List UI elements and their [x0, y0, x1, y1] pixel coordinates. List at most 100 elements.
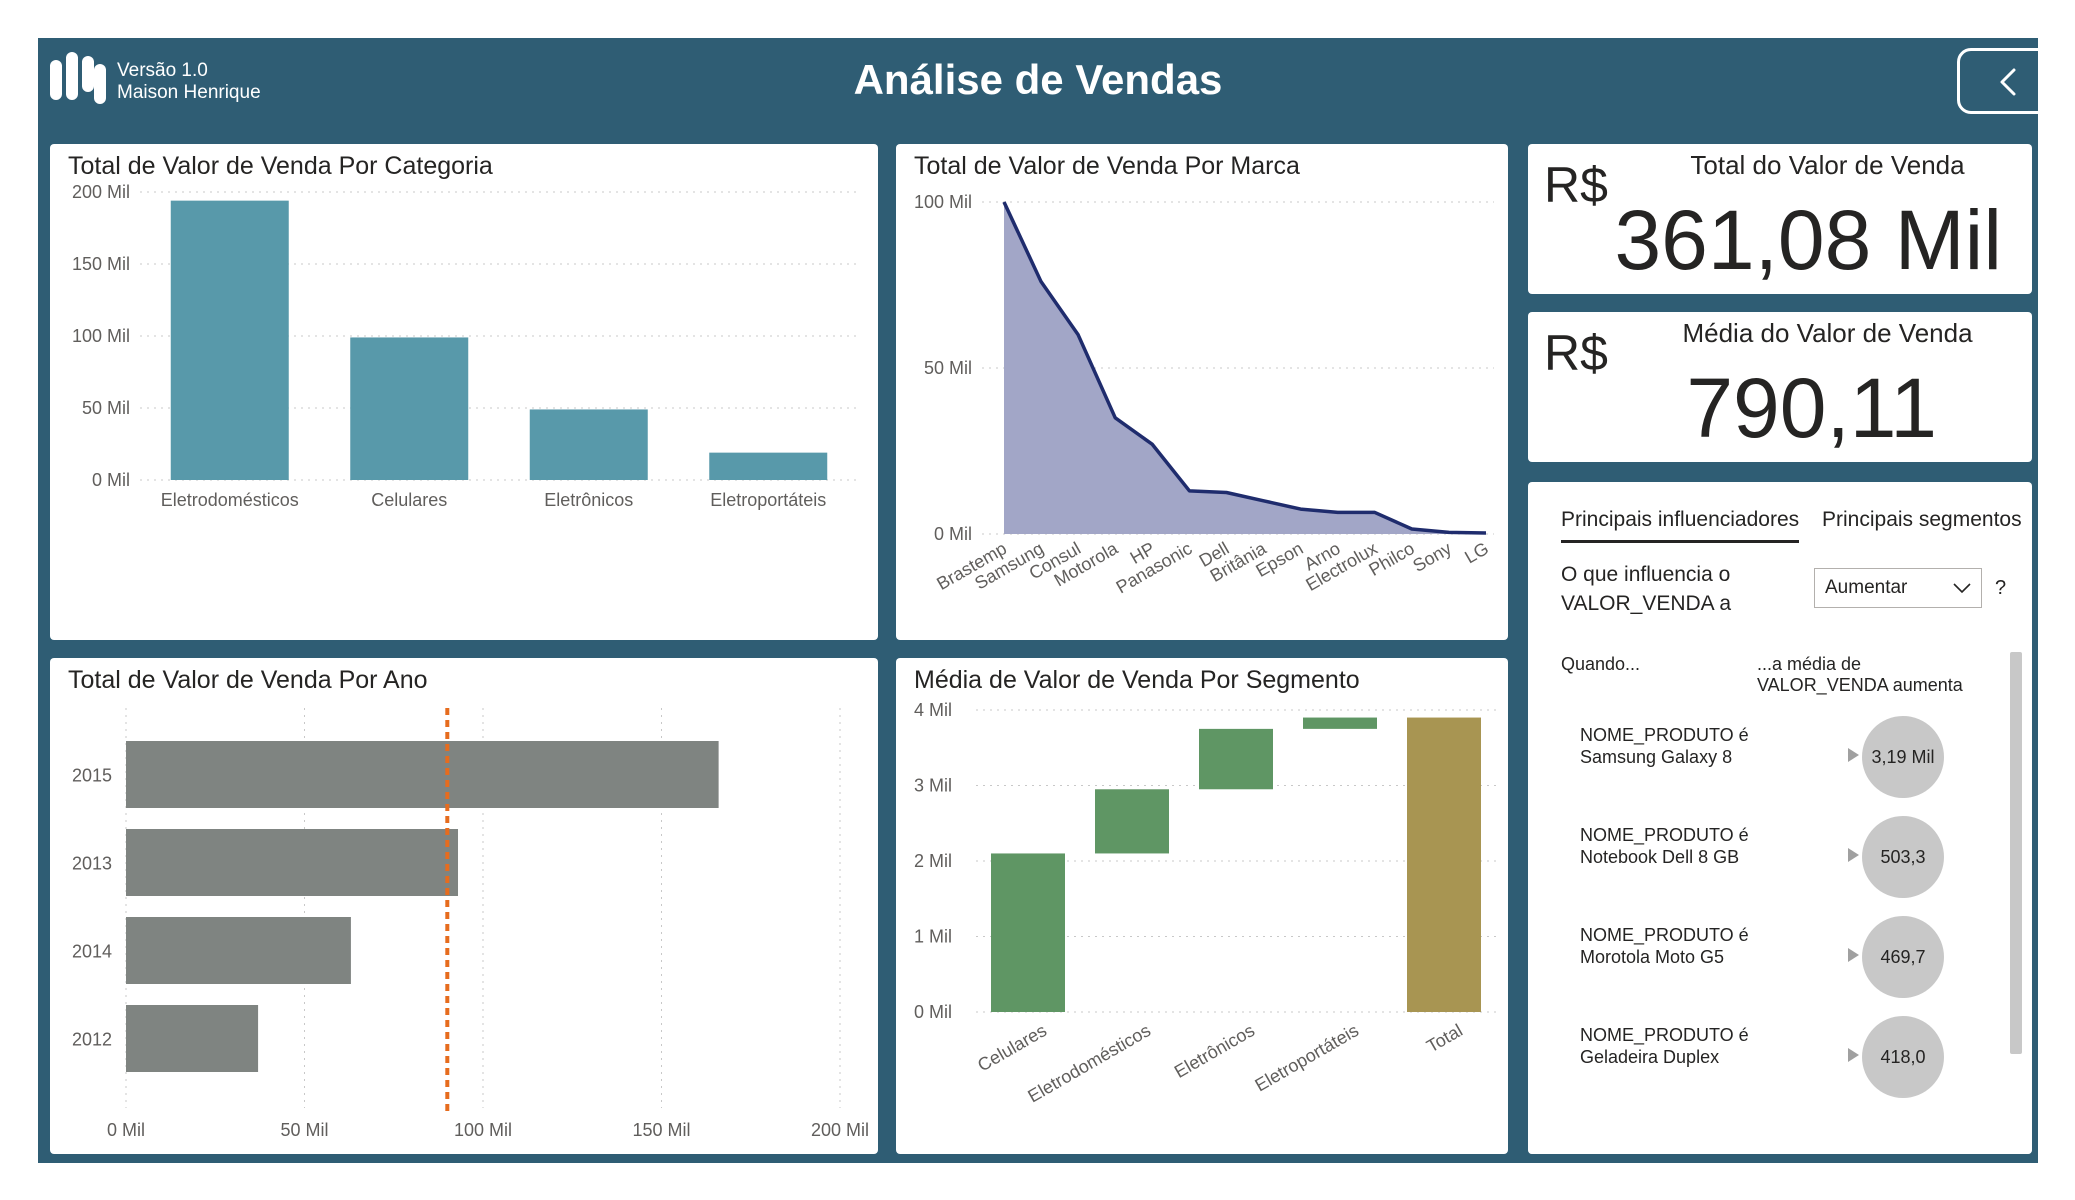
- arrow-right-icon: [1848, 848, 1859, 862]
- y-tick-label: 0 Mil: [934, 524, 972, 544]
- column-then: ...a média de VALOR_VENDA aumenta: [1757, 654, 1963, 695]
- x-tick-label: LG: [1461, 538, 1492, 567]
- company-name: Maison Henrique: [117, 82, 261, 103]
- y-tick-label: 2012: [72, 1030, 112, 1050]
- y-tick-label: 2 Mil: [914, 851, 952, 871]
- influencer-item[interactable]: NOME_PRODUTO é Morotola Moto G5 469,7: [1580, 916, 1960, 1006]
- x-tick-label: 0 Mil: [107, 1120, 145, 1140]
- version-text: Versão 1.0: [117, 60, 208, 81]
- chart-categoria: 0 Mil 50 Mil 100 Mil 150 Mil 200 Mil Eletrodo…: [72, 182, 858, 510]
- chart-ano: 0 Mil 50 Mil 100 Mil 150 Mil 200 Mil 2015 2013…: [72, 708, 869, 1140]
- y-tick-label: 4 Mil: [914, 700, 952, 720]
- y-tick-label: 0 Mil: [92, 470, 130, 490]
- y-tick-label: 3 Mil: [914, 776, 952, 796]
- kpi-label: Média do Valor de Venda: [1682, 318, 1973, 348]
- influencer-item[interactable]: NOME_PRODUTO é Samsung Galaxy 8 3,19 Mil: [1580, 716, 1960, 806]
- arrow-right-icon: [1848, 948, 1859, 962]
- tab-principais-influenciadores[interactable]: Principais influenciadores: [1561, 508, 1800, 531]
- x-tick-label: Eletroportáteis: [710, 490, 826, 510]
- chevron-left-icon: [2000, 68, 2016, 96]
- influencer-item[interactable]: NOME_PRODUTO é Geladeira Duplex 418,0: [1580, 1016, 1960, 1106]
- influencer-value: Morotola Moto G5: [1580, 947, 1725, 967]
- influencers-scrollbar[interactable]: [2010, 652, 2022, 1054]
- kpi-total-card[interactable]: R$ Total do Valor de Venda 361,08 Mil: [1528, 144, 2032, 294]
- influencer-value: Geladeira Duplex: [1580, 1047, 1720, 1067]
- arrow-right-icon: [1848, 748, 1859, 762]
- bar: [709, 452, 828, 480]
- chart-title: Total de Valor de Venda Por Categoria: [68, 152, 493, 180]
- y-tick-label: 100 Mil: [914, 192, 972, 212]
- x-tick-label: Eletrodomésticos: [161, 490, 299, 510]
- influencer-value: Samsung Galaxy 8: [1580, 747, 1733, 767]
- series-area: [1004, 202, 1486, 534]
- x-tick-label: Celulares: [974, 1020, 1050, 1075]
- key-influencers-card: Principais influenciadores Principais se…: [1528, 482, 2032, 1154]
- series-line: [1002, 201, 1487, 535]
- dropdown-value: Aumentar: [1825, 577, 1908, 598]
- bar: [1095, 789, 1169, 854]
- arrow-right-icon: [1848, 1048, 1859, 1062]
- kpi-currency: R$: [1544, 157, 1608, 213]
- impact-bubble: 503,3: [1862, 816, 1944, 898]
- x-tick-label: Eletrônicos: [544, 490, 633, 510]
- x-tick-label: Panasonic: [1113, 538, 1196, 597]
- bar: [126, 1005, 259, 1072]
- influencer-label: NOME_PRODUTO é Geladeira Duplex: [1580, 1024, 1749, 1068]
- bar: [1199, 728, 1273, 790]
- x-tick-label: 50 Mil: [280, 1120, 328, 1140]
- bar: [126, 917, 351, 984]
- tab-principais-segmentos[interactable]: Principais segmentos: [1822, 508, 2022, 531]
- influencer-field: NOME_PRODUTO é: [1580, 825, 1749, 845]
- influencer-value: Notebook Dell 8 GB: [1580, 847, 1740, 867]
- influencer-label: NOME_PRODUTO é Morotola Moto G5: [1580, 924, 1749, 968]
- help-icon[interactable]: ?: [1995, 577, 2007, 599]
- bar: [991, 853, 1065, 1012]
- chart-segmento-card[interactable]: 0 Mil 1 Mil 2 Mil 3 Mil 4 Mil Celulares Eletro…: [896, 658, 1508, 1154]
- y-tick-label: 2013: [72, 854, 112, 874]
- influencer-label: NOME_PRODUTO é Samsung Galaxy 8: [1580, 724, 1749, 768]
- kpi-currency: R$: [1544, 325, 1608, 381]
- chart-ano-card[interactable]: 0 Mil 50 Mil 100 Mil 150 Mil 200 Mil 2015 2013…: [50, 658, 878, 1154]
- x-tick-label: 100 Mil: [454, 1120, 512, 1140]
- x-tick-label: Eletrônicos: [1171, 1020, 1258, 1082]
- influencer-field: NOME_PRODUTO é: [1580, 1025, 1749, 1045]
- bar: [126, 741, 719, 808]
- x-tick-label: Sony: [1409, 538, 1455, 576]
- influence-question: O que influencia o VALOR_VENDA a: [1561, 563, 1732, 615]
- influencer-item[interactable]: NOME_PRODUTO é Notebook Dell 8 GB 503,3: [1580, 816, 1960, 906]
- chart-title: Média de Valor de Venda Por Segmento: [914, 666, 1360, 694]
- y-tick-label: 50 Mil: [924, 358, 972, 378]
- maison-logo-icon: [50, 52, 106, 104]
- kpi-media-card[interactable]: R$ Média do Valor de Venda 790,11: [1528, 312, 2032, 462]
- chevron-down-icon: [1953, 583, 1971, 594]
- impact-bubble: 418,0: [1862, 1016, 1944, 1098]
- chart-categoria-card[interactable]: 0 Mil 50 Mil 100 Mil 150 Mil 200 Mil Eletrodo…: [50, 144, 878, 640]
- y-tick-label: 200 Mil: [72, 182, 130, 202]
- back-button[interactable]: [1957, 48, 2057, 114]
- bar: [529, 409, 648, 480]
- x-tick-label: Celulares: [371, 490, 447, 510]
- chart-title: Total de Valor de Venda Por Ano: [68, 666, 428, 694]
- influencer-label: NOME_PRODUTO é Notebook Dell 8 GB: [1580, 824, 1749, 868]
- chart-title: Total de Valor de Venda Por Marca: [914, 152, 1300, 180]
- chart-marca-card[interactable]: 0 Mil 50 Mil 100 Mil Brastemp Samsung Consul M…: [896, 144, 1508, 640]
- dashboard-frame: Versão 1.0 Maison Henrique Análise de Ve…: [38, 38, 2057, 1163]
- page-title: Análise de Vendas: [853, 56, 1223, 103]
- kpi-value: 361,08 Mil: [1614, 193, 2002, 287]
- impact-bubble: 469,7: [1862, 916, 1944, 998]
- x-tick-label: 150 Mil: [632, 1120, 690, 1140]
- chart-segmento: 0 Mil 1 Mil 2 Mil 3 Mil 4 Mil Celulares Eletro…: [914, 700, 1496, 1106]
- bar: [170, 200, 289, 480]
- y-tick-label: 100 Mil: [72, 326, 130, 346]
- y-tick-label: 0 Mil: [914, 1002, 952, 1022]
- column-when: Quando...: [1561, 654, 1641, 674]
- x-tick-label: Total: [1423, 1020, 1466, 1056]
- bar: [1303, 717, 1377, 729]
- impact-bubble: 3,19 Mil: [1862, 716, 1944, 798]
- bar: [1407, 717, 1481, 1012]
- kpi-label: Total do Valor de Venda: [1690, 150, 1965, 180]
- bar: [126, 829, 459, 896]
- active-tab-indicator: [1561, 540, 1799, 543]
- direction-dropdown[interactable]: Aumentar: [1814, 568, 1982, 608]
